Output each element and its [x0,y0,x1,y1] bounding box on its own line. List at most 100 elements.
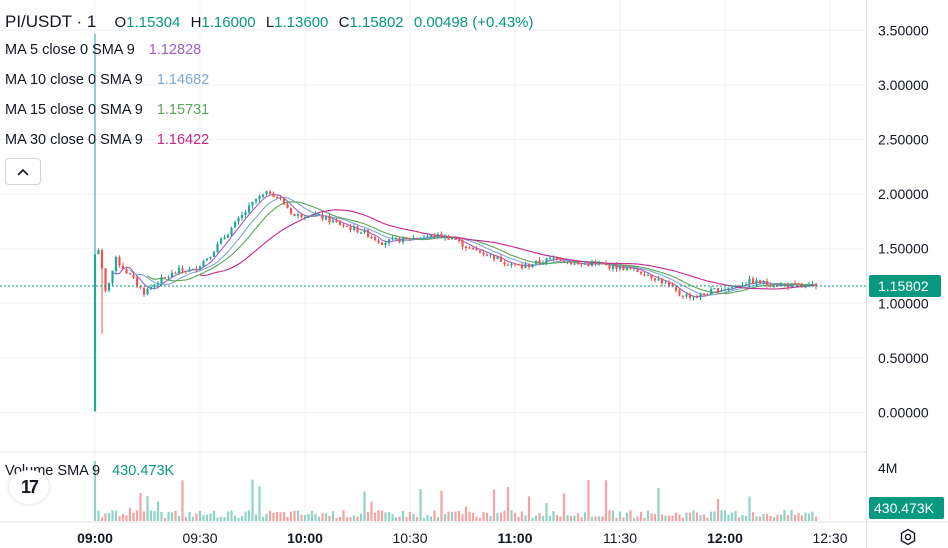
candle-body [121,265,125,270]
volume-bar [408,511,412,521]
ma-15-value: 1.15731 [156,102,210,118]
volume-bar [594,516,597,521]
volume-bar [419,489,422,521]
collapse-legend-button[interactable] [5,158,41,185]
candle-body [545,258,548,263]
ma-5-legend[interactable]: MA 5 close 0 SMA 9 1.12828 [5,42,201,58]
volume-bar [359,513,363,521]
volume-bar [195,513,198,521]
candle-body [345,226,349,228]
volume-bar [667,515,671,521]
ma-5-label: MA 5 close 0 SMA 9 [5,42,135,58]
candle-body [716,288,720,293]
volume-bar [373,512,377,521]
candle-body [552,257,555,259]
candle-body [646,274,650,276]
volume-bar [748,496,751,521]
candle-body [590,262,594,266]
candle-body [485,254,489,256]
candle-body [300,214,303,218]
volume-bar [622,517,625,521]
candle-body [174,272,177,274]
candle-body [156,283,160,285]
candle-body [454,238,457,240]
candle-body [482,252,485,255]
volume-bar [548,515,552,521]
volume-bar [492,489,496,521]
ma-30-legend[interactable]: MA 30 close 0 SMA 9 1.16422 [5,132,209,148]
candle-body [366,229,370,237]
candle-body [643,273,646,276]
candle-body [510,264,513,266]
gear-icon [900,528,916,546]
volume-bar [310,510,314,521]
volume-bar [489,516,492,521]
volume-bar [790,510,793,521]
low-label: L [265,14,275,31]
volume-bar [804,512,807,521]
candle-body [289,208,293,214]
volume-bar [758,516,762,521]
candle-body [408,238,412,240]
tradingview-logo[interactable]: 17 [9,470,49,504]
time-tick-label: 12:30 [812,530,847,546]
candle-body [433,234,436,237]
volume-bar [552,511,555,521]
volume-bar [356,516,359,521]
volume-bar [464,506,468,521]
volume-bar [611,510,615,521]
volume-bar [793,514,797,521]
candle-body [370,237,373,239]
candle-body [429,234,433,237]
volume-tick-label: 4M [878,460,897,476]
candle-body [517,263,520,266]
volume-badge-text: 430.473K [874,500,935,516]
symbol-title[interactable]: PI/USDT · 1 [5,12,97,31]
candle-body [702,293,706,295]
volume-bar [562,493,566,521]
candles [93,33,818,412]
price-tick-label: 3.00000 [878,77,929,93]
volume-bar [471,512,475,521]
candle-body [139,286,142,288]
volume-bar [244,511,247,521]
candle-body [373,237,377,240]
candle-body [104,268,107,291]
candle-body [307,216,310,218]
candle-body [135,277,139,286]
volume-bar [496,513,499,521]
volume-bar [170,512,174,521]
candle-body [394,238,398,240]
volume-bar [394,517,398,521]
settings-gear-icon[interactable] [897,527,919,547]
candle-body [503,262,506,265]
candle-body [569,261,573,265]
volume-bar [296,510,300,521]
candle-body [520,265,524,269]
candle-body [667,282,671,286]
volume-bar [671,515,674,521]
volume-bar [545,503,548,521]
candle-body [125,268,128,274]
candle-body [286,203,289,209]
candle-body [674,287,678,291]
volume-bar [646,510,650,521]
volume-bar [457,510,461,521]
volume-bar [475,516,478,521]
ma-10-legend[interactable]: MA 10 close 0 SMA 9 1.14682 [5,72,209,88]
candle-body [335,219,338,222]
volume-bar [461,514,464,521]
candle-body [314,214,317,216]
volume-bar [240,515,244,521]
candle-body [625,266,629,270]
volume-bar [639,511,643,521]
candle-body [160,277,163,284]
volume-bar [657,487,660,521]
candle-body [293,213,296,216]
candle-body [811,283,814,285]
volume-bar [706,517,709,521]
ma-15-legend[interactable]: MA 15 close 0 SMA 9 1.15731 [5,102,209,118]
volume-bar [681,517,685,521]
candle-body [426,236,429,238]
